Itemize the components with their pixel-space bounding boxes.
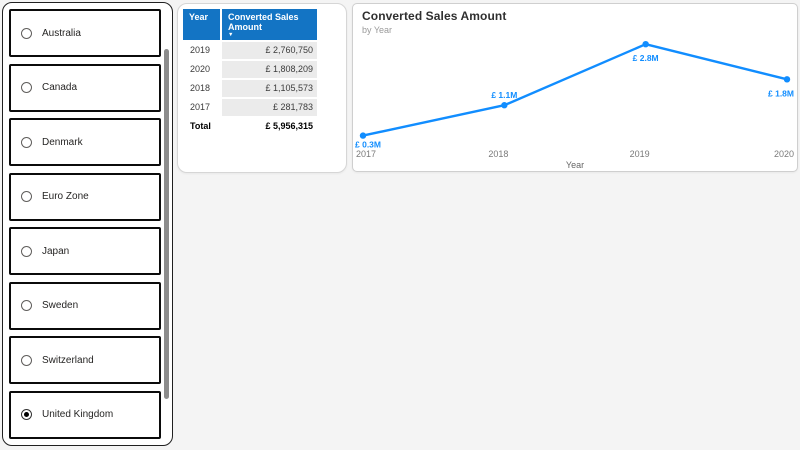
x-tick-label-2020: 2020 bbox=[774, 149, 794, 159]
data-label-2020: £ 1.8M bbox=[768, 88, 794, 98]
radio-selected-icon bbox=[21, 409, 32, 420]
radio-icon bbox=[21, 300, 32, 311]
column-header-converted-sales-amount[interactable]: Converted Sales Amount ▼ bbox=[222, 9, 317, 40]
table-row[interactable]: 2019 £ 2,760,750 bbox=[183, 42, 317, 59]
data-label-2019: £ 2.8M bbox=[633, 53, 659, 63]
amount-cell: £ 1,105,573 bbox=[222, 80, 317, 97]
data-point-2017[interactable] bbox=[359, 132, 367, 139]
slicer-item-label: Switzerland bbox=[42, 354, 94, 366]
year-cell: 2018 bbox=[190, 83, 211, 93]
radio-icon bbox=[21, 27, 32, 39]
country-slicer-list: Australia Canada Denmark Euro Zone Japan Swed… bbox=[9, 9, 166, 439]
table-row[interactable]: 2017 £ 281,783 bbox=[183, 99, 317, 116]
data-label-2017: £ 0.3M bbox=[355, 140, 381, 150]
sales-table-card: Year Converted Sales Amount ▼ 2019 £ 2,760,… bbox=[177, 3, 347, 173]
x-axis-title: Year bbox=[566, 160, 584, 170]
slicer-item-label: United Kingdom bbox=[42, 409, 114, 420]
total-amount-cell: £ 5,956,315 bbox=[222, 118, 317, 135]
slicer-item-sweden[interactable]: Sweden bbox=[9, 281, 161, 330]
sort-descending-icon: ▼ bbox=[228, 32, 234, 38]
table-body: 2019 £ 2,760,750 2020 £ 1,808,209 2018 £ 1,10… bbox=[183, 42, 317, 135]
slicer-item-united-kingdom[interactable]: United Kingdom bbox=[9, 390, 161, 439]
country-slicer: Australia Canada Denmark Euro Zone Japan Swed… bbox=[2, 2, 173, 446]
slicer-scrollbar[interactable] bbox=[164, 49, 169, 399]
column-header-label: Year bbox=[189, 12, 209, 22]
slicer-item-japan[interactable]: Japan bbox=[9, 227, 161, 275]
slicer-item-label: Japan bbox=[42, 245, 70, 257]
line-series bbox=[362, 42, 788, 137]
x-tick-label-2019: 2019 bbox=[630, 149, 650, 159]
slicer-item-label: Australia bbox=[42, 27, 81, 39]
slicer-item-label: Sweden bbox=[42, 300, 79, 311]
chart-subtitle: by Year bbox=[362, 25, 393, 35]
amount-cell: £ 2,760,750 bbox=[222, 42, 317, 59]
year-cell: 2019 bbox=[190, 45, 211, 55]
x-tick-label-2017: 2017 bbox=[356, 149, 376, 159]
data-point-2020[interactable] bbox=[783, 76, 791, 83]
table-header-row: Year Converted Sales Amount ▼ bbox=[183, 9, 317, 40]
slicer-item-denmark[interactable]: Denmark bbox=[9, 118, 161, 166]
sales-line-chart-card: Converted Sales Amount by Year £ 0.3M 201… bbox=[352, 3, 798, 172]
year-cell: 2020 bbox=[190, 64, 211, 74]
chart-title: Converted Sales Amount bbox=[362, 9, 507, 23]
data-label-2018: £ 1.1M bbox=[491, 90, 517, 100]
x-tick-label-2018: 2018 bbox=[488, 149, 508, 159]
slicer-item-switzerland[interactable]: Switzerland bbox=[9, 336, 161, 384]
slicer-item-label: Denmark bbox=[42, 136, 83, 148]
table-row[interactable]: 2020 £ 1,808,209 bbox=[183, 61, 317, 78]
radio-icon bbox=[21, 82, 32, 93]
sales-table: Year Converted Sales Amount ▼ 2019 £ 2,760,… bbox=[183, 9, 317, 135]
amount-cell: £ 1,808,209 bbox=[222, 61, 317, 78]
radio-icon bbox=[21, 136, 32, 148]
data-point-2019[interactable] bbox=[642, 40, 649, 48]
amount-cell: £ 281,783 bbox=[222, 99, 317, 116]
slicer-item-australia[interactable]: Australia bbox=[9, 9, 161, 57]
data-point-2018[interactable] bbox=[501, 102, 508, 109]
radio-icon bbox=[21, 191, 32, 202]
year-cell: 2017 bbox=[190, 102, 211, 112]
radio-icon bbox=[21, 245, 32, 257]
column-header-label: Converted Sales Amount bbox=[228, 12, 299, 32]
radio-icon bbox=[21, 354, 32, 366]
column-header-year[interactable]: Year bbox=[183, 9, 222, 40]
total-label-cell: Total bbox=[183, 118, 222, 135]
slicer-item-euro-zone[interactable]: Euro Zone bbox=[9, 172, 161, 221]
slicer-item-canada[interactable]: Canada bbox=[9, 63, 161, 112]
slicer-item-label: Euro Zone bbox=[42, 191, 89, 202]
table-total-row: Total £ 5,956,315 bbox=[183, 118, 317, 135]
table-row[interactable]: 2018 £ 1,105,573 bbox=[183, 80, 317, 97]
slicer-item-label: Canada bbox=[42, 82, 78, 93]
